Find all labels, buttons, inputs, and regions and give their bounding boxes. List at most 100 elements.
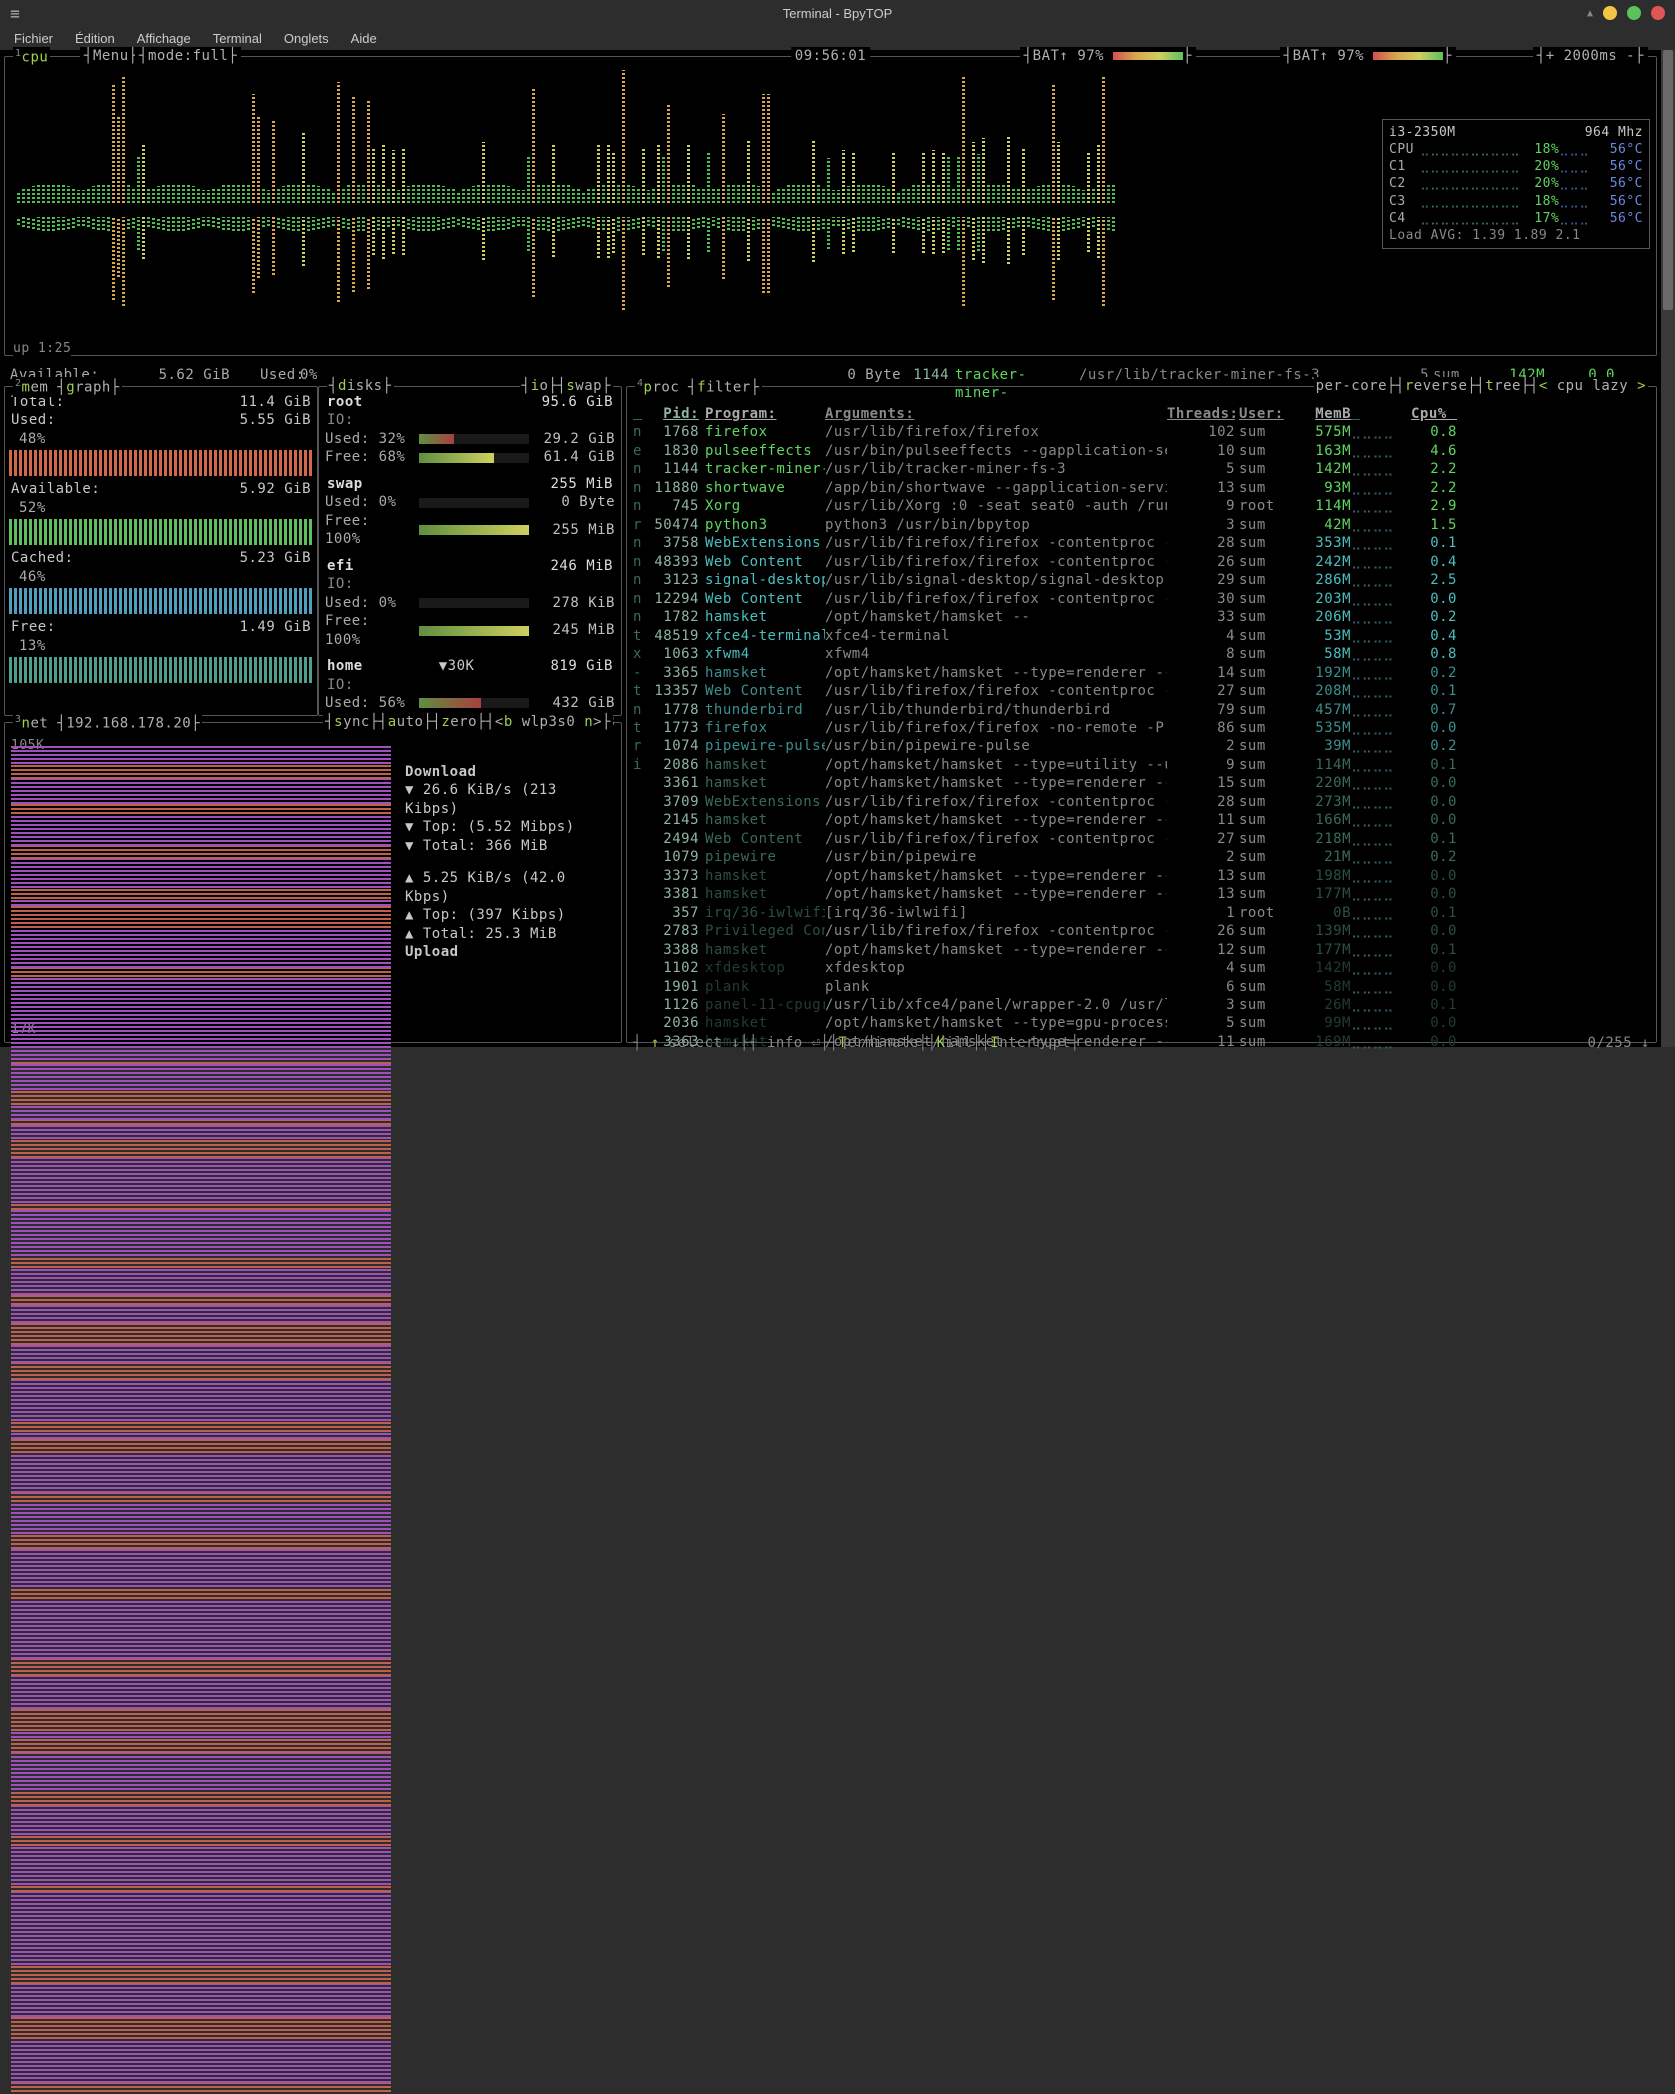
interval-tag[interactable]: ┤+ 2000ms -├ [1533, 47, 1648, 65]
proc-table: Pid: Program: Arguments: Threads: User: … [633, 405, 1650, 1038]
dl-total: ▼ Total: 366 MiB [405, 837, 613, 855]
table-row[interactable]: n11880shortwave/app/bin/shortwave --gapp… [633, 479, 1650, 497]
mem-cached-bar [9, 588, 313, 614]
table-row[interactable]: 1079pipewire/usr/bin/pipewire2sum21M⣀⣀⣀⣀… [633, 848, 1650, 866]
table-row[interactable]: n3123signal-desktop/usr/lib/signal-deskt… [633, 571, 1650, 589]
cpu-title: 1cpu [13, 47, 50, 67]
table-row[interactable]: n1768firefox/usr/lib/firefox/firefox102s… [633, 423, 1650, 441]
window-button-min[interactable] [1603, 6, 1617, 20]
table-row[interactable]: 357irq/36-iwlwifi[irq/36-iwlwifi]1root0B… [633, 904, 1650, 922]
mode-tag[interactable]: ┤mode:full├ [135, 47, 241, 65]
table-row[interactable]: 1126panel-11-cpugr/usr/lib/xfce4/panel/w… [633, 996, 1650, 1014]
table-row[interactable]: 3381hamsket/opt/hamsket/hamsket --type=r… [633, 885, 1650, 903]
table-row[interactable]: 2145hamsket/opt/hamsket/hamsket --type=r… [633, 811, 1650, 829]
mem-title: 2mem ┤graph├ [13, 377, 122, 397]
table-row[interactable]: t48519xfce4-terminalxfce4-terminal4sum53… [633, 627, 1650, 645]
cpu-graph [17, 77, 1366, 343]
table-row[interactable]: n745Xorg/usr/lib/Xorg :0 -seat seat0 -au… [633, 497, 1650, 515]
table-row[interactable]: e1830pulseeffects/usr/bin/pulseeffects -… [633, 442, 1650, 460]
cpu-info-box: i3-2350M964 Mhz CPU⣀⣀⣀⣀⣀⣀⣀⣀⣀⣀18%⣀⣀⣀56°CC… [1382, 119, 1650, 249]
mem-free-label: Free: [11, 618, 56, 636]
battery-1: ┤BAT↑ 97% ├ [1020, 47, 1196, 65]
table-row[interactable]: 3361hamsket/opt/hamsket/hamsket --type=r… [633, 774, 1650, 792]
net-frame: 3net ┤192.168.178.20├ ┤sync├┤auto├┤zero├… [4, 722, 622, 1043]
window-button-close[interactable] [1651, 6, 1665, 20]
table-row[interactable]: 3388hamsket/opt/hamsket/hamsket --type=r… [633, 941, 1650, 959]
table-row[interactable]: 2783Privileged Con/usr/lib/firefox/firef… [633, 922, 1650, 940]
mem-used-bar [9, 450, 313, 476]
proc-header: Pid: Program: Arguments: Threads: User: … [633, 405, 1650, 423]
table-row[interactable]: n1782hamsket/opt/hamsket/hamsket --33sum… [633, 608, 1650, 626]
battery-2: ┤BAT↑ 97% ├ [1280, 47, 1456, 65]
table-row[interactable]: n12294Web Content/usr/lib/firefox/firefo… [633, 590, 1650, 608]
io-swap-title: ┤io├┤swap├ [520, 377, 613, 395]
table-row[interactable]: n3758WebExtensions/usr/lib/firefox/firef… [633, 534, 1650, 552]
dl-top: ▼ Top: (5.52 Mibps) [405, 818, 613, 836]
mem-cached-pct: 46% [5, 568, 317, 586]
disks-frame: ┤disks├ ┤io├┤swap├ root95.6 GiBIO:Used: … [318, 386, 622, 716]
table-row[interactable]: n48393Web Content/usr/lib/firefox/firefo… [633, 553, 1650, 571]
window-title: Terminal - BpyTOP [783, 6, 893, 21]
table-row[interactable]: x1063xfwm4xfwm48sum58M⣀⣀⣀⣀0.8 [633, 645, 1650, 663]
hamburger-icon[interactable]: ≡ [0, 4, 30, 23]
ul-speed: ▲ 5.25 KiB/s (42.0 Kbps) [405, 869, 613, 906]
mem-total-val: 11.4 GiB [240, 393, 311, 411]
mem-avail-bar [9, 519, 313, 545]
net-stats: Download ▼ 26.6 KiB/s (213 Kibps) ▼ Top:… [405, 763, 613, 962]
clock: 09:56:01 [791, 47, 870, 65]
menu-tag[interactable]: ┤Menu├ [80, 47, 142, 65]
mem-cached-label: Cached: [11, 549, 74, 567]
table-row[interactable]: 2036hamsket/opt/hamsket/hamsket --type=g… [633, 1014, 1650, 1032]
mem-free-pct: 13% [5, 637, 317, 655]
table-row[interactable]: t1773firefox/usr/lib/firefox/firefox -no… [633, 719, 1650, 737]
table-row[interactable]: 3709WebExtensions/usr/lib/firefox/firefo… [633, 793, 1650, 811]
window-button-max[interactable] [1627, 6, 1641, 20]
scrollbar[interactable] [1661, 50, 1675, 1047]
net-graph [11, 745, 391, 1036]
table-row[interactable]: t13357Web Content/usr/lib/firefox/firefo… [633, 682, 1650, 700]
mem-used-pct: 48% [5, 430, 317, 448]
table-row[interactable]: -3365hamsket/opt/hamsket/hamsket --type=… [633, 664, 1650, 682]
cpu-mhz: 964 Mhz [1585, 124, 1643, 141]
table-row[interactable]: 3373hamsket/opt/hamsket/hamsket --type=r… [633, 867, 1650, 885]
proc-footer: ┤ ↑ select ↓├ ┤ info ⏎├ ┤Terminate├ ┤Kil… [627, 1034, 1656, 1052]
menu-file[interactable]: Fichier [4, 29, 63, 48]
download-label: Download [405, 763, 613, 781]
swap-summary-row: Available: 5.62 GiB Used: 0% 0 Byte [10, 366, 901, 384]
cpu-model: i3-2350M [1389, 124, 1456, 141]
minimize-icon[interactable]: ▲ [1587, 8, 1593, 19]
mem-frame: 2mem ┤graph├ Total:11.4 GiB Used:5.55 Gi… [4, 386, 318, 716]
table-row[interactable]: 1901plankplank6sum58M⣀⣀⣀⣀0.0 [633, 978, 1650, 996]
menu-view[interactable]: Affichage [127, 29, 201, 48]
net-tags: ┤sync├┤auto├┤zero├┤<b wlp3s0 n>├ [323, 713, 613, 731]
window-controls: ▲ [1587, 6, 1675, 20]
mem-avail-pct: 52% [5, 499, 317, 517]
net-title: 3net ┤192.168.178.20├ [13, 713, 202, 733]
menu-help[interactable]: Aide [341, 29, 387, 48]
ul-top: ▲ Top: (397 Kibps) [405, 906, 613, 924]
mem-avail-label: Available: [11, 480, 100, 498]
proc-title: 4proc ┤filter├ [635, 377, 762, 397]
load-avg: Load AVG: 1.39 1.89 2.1 [1389, 227, 1581, 244]
scrollbar-thumb[interactable] [1663, 50, 1673, 310]
proc-frame: 4proc ┤filter├ per-core├┤reverse├┤tree├┤… [626, 386, 1657, 1043]
menu-terminal[interactable]: Terminal [203, 29, 272, 48]
proc-right-tags[interactable]: per-core├┤reverse├┤tree├┤< cpu lazy > [1314, 377, 1648, 395]
menu-tabs[interactable]: Onglets [274, 29, 339, 48]
table-row[interactable]: n1144tracker-miner-/usr/lib/tracker-mine… [633, 460, 1650, 478]
mem-free-val: 1.49 GiB [240, 618, 311, 636]
uptime: up 1:25 [13, 340, 71, 357]
mem-used-val: 5.55 GiB [240, 411, 311, 429]
titlebar: ≡ Terminal - BpyTOP ▲ [0, 0, 1675, 26]
mem-used-label: Used: [11, 411, 56, 429]
table-row[interactable]: 1102xfdesktopxfdesktop4sum142M⣀⣀⣀⣀0.0 [633, 959, 1650, 977]
table-row[interactable]: 2494Web Content/usr/lib/firefox/firefox … [633, 830, 1650, 848]
proc-position: 0/255 ↓ [1587, 1034, 1650, 1052]
table-row[interactable]: r50474python3python3 /usr/bin/bpytop3sum… [633, 516, 1650, 534]
menu-edit[interactable]: Édition [65, 29, 125, 48]
upload-label: Upload [405, 943, 613, 961]
table-row[interactable]: i2086hamsket/opt/hamsket/hamsket --type=… [633, 756, 1650, 774]
table-row[interactable]: r1074pipewire-pulse/usr/bin/pipewire-pul… [633, 737, 1650, 755]
mem-cached-val: 5.23 GiB [240, 549, 311, 567]
table-row[interactable]: n1778thunderbird/usr/lib/thunderbird/thu… [633, 701, 1650, 719]
